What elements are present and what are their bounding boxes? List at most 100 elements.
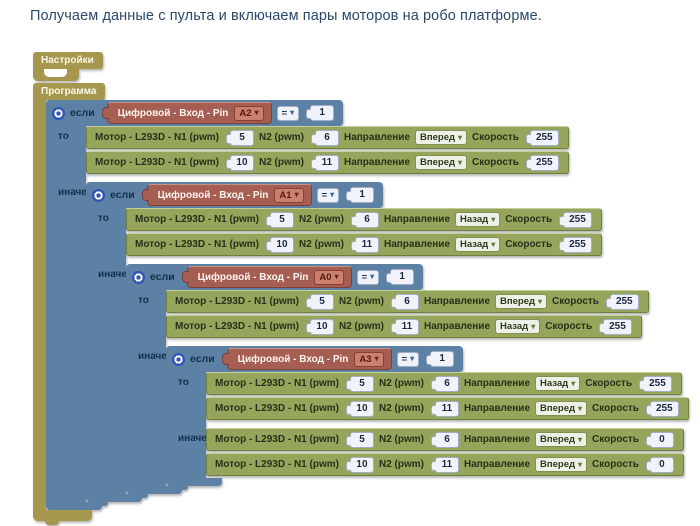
program-block[interactable]: Программа если Цифровой - Вход - Pin A2 ▾… — [33, 83, 689, 525]
motor-n1-field[interactable]: 5 — [345, 375, 374, 392]
pin-dropdown[interactable]: A2 ▾ — [234, 105, 264, 121]
if-keyword: если — [150, 271, 175, 283]
motor-block[interactable]: Мотор - L293D - N1 (pwm) 10 N2 (pwm) 11 … — [166, 315, 642, 338]
pin-value: A0 — [319, 271, 332, 283]
direction-dropdown[interactable]: Назад ▾ — [495, 319, 541, 334]
if-block-a3[interactable]: если Цифровой - Вход - Pin A3 ▾ = ▾ — [166, 346, 689, 490]
motor-speed-field[interactable]: 0 — [645, 431, 674, 448]
motor-block[interactable]: Мотор - L293D - N1 (pwm) 10 N2 (pwm) 11 … — [126, 233, 602, 256]
if-block-a0[interactable]: если Цифровой - Вход - Pin A0 ▾ = ▾ 1 — [126, 264, 689, 498]
motor-speed-field[interactable]: 255 — [645, 400, 679, 417]
compare-value-field[interactable]: 1 — [306, 105, 335, 121]
gear-icon[interactable] — [92, 188, 105, 202]
digital-input-block[interactable]: Цифровой - Вход - Pin A3 ▾ — [221, 348, 392, 370]
motor-n2-field[interactable]: 6 — [430, 375, 459, 392]
motor-block[interactable]: Мотор - L293D - N1 (pwm) 5 N2 (pwm) 6 На… — [126, 208, 602, 231]
motor-n1-field[interactable]: 10 — [225, 154, 254, 171]
motor-n2-field[interactable]: 11 — [430, 456, 459, 473]
direction-value: Вперед — [500, 296, 536, 307]
motor-speed-field[interactable]: 255 — [525, 154, 559, 171]
dropdown-arrow-icon: ▾ — [578, 403, 583, 413]
if-header[interactable]: если Цифровой - Вход - Pin A2 ▾ = ▾ 1 — [46, 100, 344, 126]
if-header[interactable]: если Цифровой - Вход - Pin A3 ▾ = ▾ — [166, 346, 464, 372]
direction-dropdown[interactable]: Вперед ▾ — [535, 432, 588, 447]
direction-dropdown[interactable]: Вперед ▾ — [495, 294, 548, 309]
digital-input-block[interactable]: Цифровой - Вход - Pin A2 ▾ — [101, 102, 272, 124]
motor-n2-field[interactable]: 11 — [430, 400, 459, 417]
motor-block[interactable]: Мотор - L293D - N1 (pwm) 5 N2 (pwm) 6 На… — [166, 290, 649, 313]
if-header[interactable]: если Цифровой - Вход - Pin A0 ▾ = ▾ 1 — [126, 264, 424, 290]
direction-dropdown[interactable]: Вперед ▾ — [415, 155, 468, 170]
motor-n2-field[interactable]: 11 — [310, 154, 339, 171]
motor-n1-field[interactable]: 10 — [305, 318, 334, 335]
digital-input-block[interactable]: Цифровой - Вход - Pin A0 ▾ — [181, 266, 352, 288]
motor-n1-field[interactable]: 10 — [345, 400, 374, 417]
motor-n1-field[interactable]: 5 — [305, 293, 334, 310]
gear-icon[interactable] — [172, 352, 185, 366]
motor-speed-field[interactable]: 255 — [605, 293, 639, 310]
gear-icon[interactable] — [132, 270, 145, 284]
comparator-dropdown[interactable]: = ▾ — [276, 105, 300, 121]
motor-speed-field[interactable]: 255 — [559, 236, 592, 253]
settings-block[interactable]: Настройки — [33, 52, 689, 81]
if-keyword: если — [190, 353, 215, 365]
motor-block[interactable]: Мотор - L293D - N1 (pwm) 10 N2 (pwm) 11 … — [206, 453, 684, 476]
direction-dropdown[interactable]: Назад ▾ — [455, 212, 501, 227]
program-block-label[interactable]: Программа — [33, 83, 106, 100]
motor-block[interactable]: Мотор - L293D - N1 (pwm) 5 N2 (pwm) 6 На… — [206, 372, 682, 395]
direction-value: Назад — [500, 321, 529, 332]
dropdown-arrow-icon: ▾ — [578, 459, 583, 469]
motor-speed-label: Скорость — [505, 239, 553, 250]
motor-n1-field[interactable]: 10 — [265, 236, 294, 253]
direction-dropdown[interactable]: Вперед ▾ — [535, 401, 588, 416]
motor-n2-field[interactable]: 6 — [310, 129, 339, 146]
direction-dropdown[interactable]: Назад ▾ — [455, 237, 501, 252]
motor-n2-field[interactable]: 11 — [350, 236, 379, 253]
direction-dropdown[interactable]: Вперед ▾ — [535, 457, 588, 472]
motor-n2-field[interactable]: 6 — [350, 211, 379, 228]
motor-n1-field[interactable]: 5 — [265, 211, 294, 228]
motor-block[interactable]: Мотор - L293D - N1 (pwm) 10 N2 (pwm) 11 … — [206, 397, 689, 420]
dropdown-arrow-icon: ▾ — [491, 239, 496, 249]
motor-speed-field[interactable]: 0 — [645, 456, 674, 473]
motor-speed-field[interactable]: 255 — [639, 375, 672, 392]
then-label: то — [126, 290, 166, 346]
pin-dropdown[interactable]: A0 ▾ — [314, 269, 344, 285]
dropdown-arrow-icon: ▾ — [458, 132, 463, 142]
motor-block[interactable]: Мотор - L293D - N1 (pwm) 5 N2 (pwm) 6 На… — [206, 428, 684, 451]
if-block-a2[interactable]: если Цифровой - Вход - Pin A2 ▾ = ▾ 1 то М… — [46, 100, 689, 514]
motor-block[interactable]: Мотор - L293D - N1 (pwm) 5 N2 (pwm) 6 На… — [86, 126, 569, 149]
compare-value-field[interactable]: 1 — [346, 187, 375, 203]
motor-label: Мотор - L293D - N1 (pwm) — [95, 132, 219, 143]
pin-dropdown[interactable]: A1 ▾ — [274, 187, 304, 203]
motor-n2-field[interactable]: 6 — [390, 293, 419, 310]
comparator-dropdown[interactable]: = ▾ — [396, 351, 420, 367]
motor-speed-field[interactable]: 255 — [525, 129, 559, 146]
motor-n1-field[interactable]: 5 — [225, 129, 254, 146]
comparator-value: = — [361, 271, 368, 283]
if-block-a1[interactable]: если Цифровой - Вход - Pin A1 ▾ = ▾ 1 — [86, 182, 689, 506]
motor-n2-field[interactable]: 6 — [430, 431, 459, 448]
motor-speed-field[interactable]: 255 — [599, 318, 632, 335]
compare-value-field[interactable]: 1 — [386, 269, 415, 285]
motor-label: Мотор - L293D - N1 (pwm) — [135, 239, 259, 250]
if-header[interactable]: если Цифровой - Вход - Pin A1 ▾ = ▾ 1 — [86, 182, 384, 208]
pin-dropdown[interactable]: A3 ▾ — [354, 351, 384, 367]
comparator-dropdown[interactable]: = ▾ — [356, 269, 380, 285]
digital-input-block[interactable]: Цифровой - Вход - Pin A1 ▾ — [141, 184, 312, 206]
motor-block[interactable]: Мотор - L293D - N1 (pwm) 10 N2 (pwm) 11 … — [86, 151, 569, 174]
gear-icon[interactable] — [52, 106, 65, 120]
digital-input-label: Цифровой - Вход - Pin — [237, 353, 349, 365]
motor-speed-field[interactable]: 255 — [559, 211, 592, 228]
motor-n1-field[interactable]: 5 — [345, 431, 374, 448]
motor-n1-field[interactable]: 10 — [345, 456, 374, 473]
settings-block-label[interactable]: Настройки — [33, 52, 103, 69]
motor-n2-label: N2 (pwm) — [378, 459, 424, 470]
else-label: иначе — [86, 264, 127, 494]
direction-dropdown[interactable]: Вперед ▾ — [415, 130, 468, 145]
direction-dropdown[interactable]: Назад ▾ — [535, 376, 581, 391]
motor-n2-field[interactable]: 11 — [390, 318, 419, 335]
comparator-dropdown[interactable]: = ▾ — [316, 187, 340, 203]
compare-value-field[interactable]: 1 — [426, 351, 455, 367]
motor-n2-label: N2 (pwm) — [338, 296, 384, 307]
